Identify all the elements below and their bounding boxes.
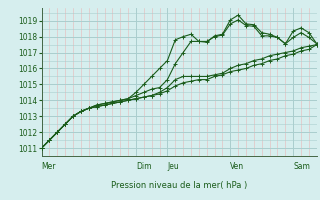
Text: Jeu: Jeu bbox=[167, 162, 179, 171]
Text: Sam: Sam bbox=[293, 162, 310, 171]
Text: Dim: Dim bbox=[136, 162, 151, 171]
Text: Mer: Mer bbox=[42, 162, 56, 171]
Text: Ven: Ven bbox=[230, 162, 244, 171]
Text: Pression niveau de la mer( hPa ): Pression niveau de la mer( hPa ) bbox=[111, 181, 247, 190]
